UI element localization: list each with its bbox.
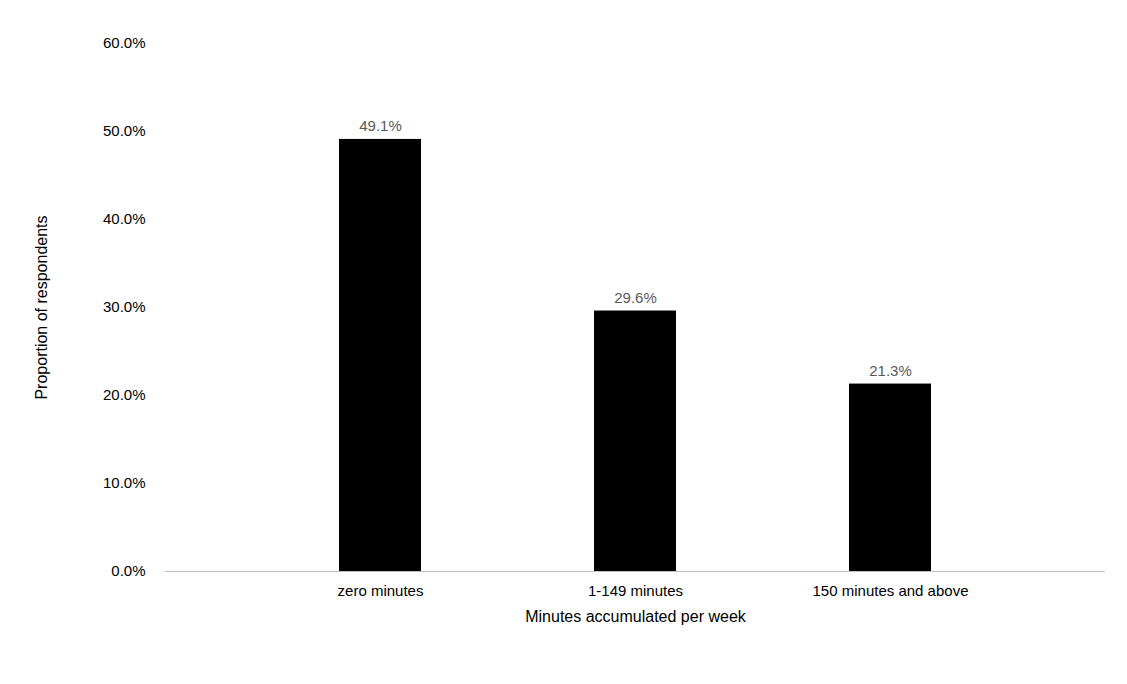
svg-text:21.3%: 21.3% xyxy=(869,362,912,379)
svg-text:49.1%: 49.1% xyxy=(359,117,402,134)
svg-text:0.0%: 0.0% xyxy=(111,562,145,579)
svg-text:50.0%: 50.0% xyxy=(103,122,146,139)
svg-text:zero minutes: zero minutes xyxy=(338,582,424,599)
svg-text:40.0%: 40.0% xyxy=(103,210,146,227)
svg-text:1-149 minutes: 1-149 minutes xyxy=(588,582,683,599)
svg-text:Minutes accumulated per week: Minutes accumulated per week xyxy=(525,608,747,625)
svg-text:30.0%: 30.0% xyxy=(103,298,146,315)
svg-text:150 minutes and above: 150 minutes and above xyxy=(813,582,969,599)
svg-text:60.0%: 60.0% xyxy=(103,34,146,51)
svg-text:20.0%: 20.0% xyxy=(103,386,146,403)
svg-text:29.6%: 29.6% xyxy=(614,289,657,306)
svg-text:10.0%: 10.0% xyxy=(103,474,146,491)
svg-text:Proportion of respondents: Proportion of respondents xyxy=(33,215,50,399)
